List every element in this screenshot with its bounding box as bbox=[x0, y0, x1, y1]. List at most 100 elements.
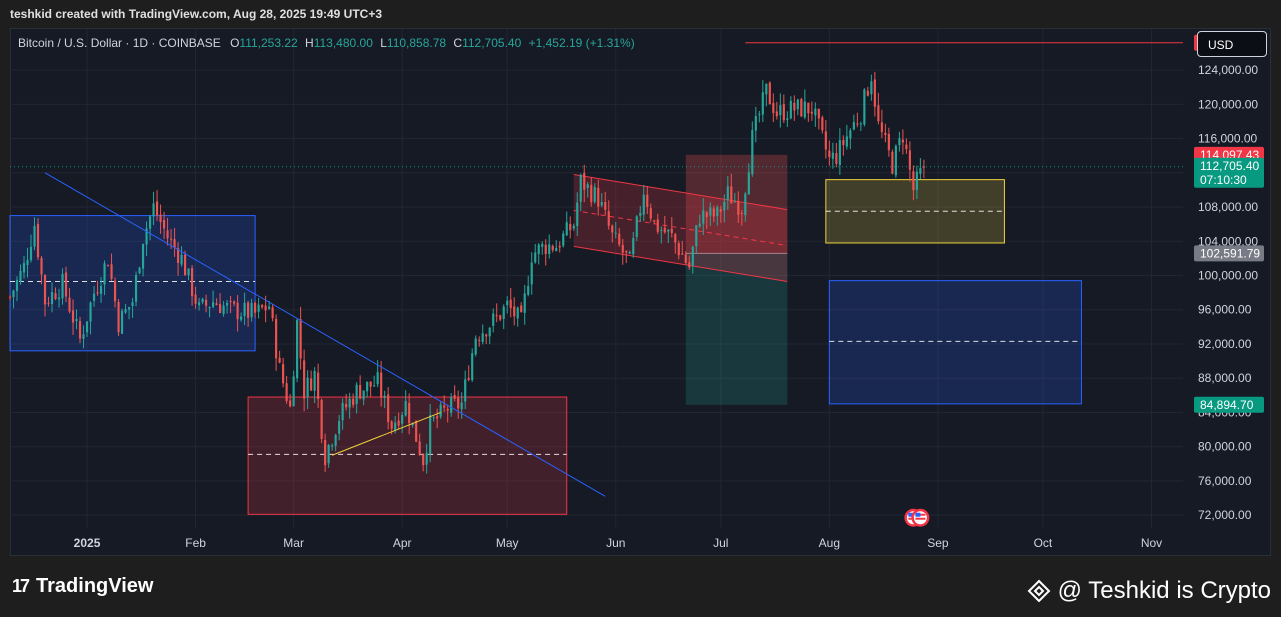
candle bbox=[586, 184, 589, 188]
candle bbox=[551, 245, 554, 251]
candle bbox=[569, 223, 572, 231]
candle bbox=[131, 302, 134, 306]
candle bbox=[688, 262, 691, 268]
candle bbox=[891, 151, 894, 174]
candle bbox=[134, 274, 138, 302]
candle bbox=[716, 207, 719, 217]
candle bbox=[369, 381, 372, 387]
candle bbox=[460, 402, 463, 410]
channel-top-line bbox=[573, 174, 788, 211]
x-tick-label: Oct bbox=[1034, 536, 1053, 550]
candle bbox=[464, 379, 467, 402]
candle bbox=[68, 297, 71, 312]
candle bbox=[219, 304, 222, 313]
price-label-text: 112,705.40 bbox=[1200, 159, 1259, 173]
currency-selector[interactable]: USD bbox=[1197, 31, 1267, 57]
x-tick-label: Jul bbox=[713, 536, 728, 550]
candle bbox=[544, 244, 547, 255]
symbol-legend[interactable]: Bitcoin / U.S. Dollar · 1D · COINBASE O1… bbox=[18, 36, 635, 50]
candle bbox=[723, 201, 726, 211]
candle bbox=[201, 298, 204, 303]
price-label-box bbox=[1194, 157, 1264, 188]
candle bbox=[345, 403, 348, 408]
candle bbox=[828, 150, 831, 158]
candle bbox=[103, 263, 106, 285]
candle bbox=[380, 372, 383, 398]
candle bbox=[415, 420, 418, 442]
candle bbox=[471, 353, 474, 381]
candle bbox=[296, 319, 299, 379]
candle bbox=[429, 415, 432, 454]
y-tick-label: 92,000.00 bbox=[1198, 337, 1252, 351]
price-labels: 127,186.74114,097.43112,705.4007:10:3010… bbox=[1194, 34, 1264, 413]
candle bbox=[789, 100, 792, 119]
candle bbox=[331, 445, 334, 447]
candle bbox=[635, 216, 638, 237]
symbol-name[interactable]: Bitcoin / U.S. Dollar · 1D · COINBASE bbox=[18, 36, 221, 50]
candle bbox=[233, 301, 236, 304]
candle bbox=[695, 225, 698, 247]
candle bbox=[894, 145, 897, 176]
candle bbox=[261, 305, 264, 308]
us-flag-canton bbox=[915, 512, 921, 517]
candle bbox=[310, 378, 313, 391]
candle bbox=[516, 307, 519, 319]
candle bbox=[810, 111, 813, 114]
watermark-text: @ Teshkid is Crypto bbox=[1057, 577, 1271, 604]
candle bbox=[92, 293, 96, 301]
candle bbox=[148, 216, 152, 229]
candle bbox=[670, 228, 673, 233]
x-tick-label: May bbox=[496, 536, 519, 550]
candle bbox=[681, 253, 684, 255]
candle bbox=[698, 223, 701, 227]
candle bbox=[639, 212, 642, 216]
candle bbox=[772, 103, 775, 114]
price-label-box bbox=[1194, 396, 1264, 413]
candle bbox=[621, 244, 624, 253]
descending-trendline bbox=[44, 172, 606, 497]
candle bbox=[856, 123, 859, 125]
candle bbox=[110, 264, 113, 279]
candle bbox=[712, 208, 715, 217]
candle bbox=[817, 108, 820, 119]
close-label: C bbox=[453, 36, 463, 50]
candle bbox=[761, 92, 764, 115]
candle bbox=[782, 104, 785, 121]
candle bbox=[19, 270, 22, 282]
close-value: 112,705.40 bbox=[462, 36, 522, 50]
y-tick-label: 80,000.00 bbox=[1198, 440, 1252, 454]
candle bbox=[649, 208, 652, 219]
candle bbox=[842, 140, 845, 145]
candle bbox=[474, 338, 477, 355]
price-label-countdown: 07:10:30 bbox=[1200, 173, 1247, 187]
open-value: 111,253.22 bbox=[239, 36, 298, 50]
chart-pane[interactable] bbox=[10, 28, 1271, 556]
channel-bottom-line bbox=[573, 245, 788, 282]
candle bbox=[579, 174, 582, 202]
candle bbox=[901, 139, 904, 143]
low-label: L bbox=[380, 36, 387, 50]
blue-range-jan bbox=[9, 215, 256, 352]
candle bbox=[691, 246, 694, 266]
event-markers bbox=[904, 508, 930, 527]
candle bbox=[919, 167, 922, 174]
candle bbox=[457, 397, 460, 409]
candle bbox=[779, 105, 782, 116]
candle bbox=[387, 394, 390, 422]
candle bbox=[859, 123, 862, 125]
candle bbox=[117, 301, 120, 333]
candle bbox=[183, 254, 187, 276]
candle bbox=[632, 237, 635, 255]
candle bbox=[418, 441, 421, 455]
candle bbox=[628, 252, 631, 254]
open-label: O bbox=[230, 36, 240, 50]
y-tick-label: 72,000.00 bbox=[1198, 508, 1252, 522]
candle bbox=[730, 186, 733, 204]
y-tick-label: 76,000.00 bbox=[1198, 474, 1252, 488]
candle bbox=[611, 225, 614, 233]
tradingview-logo[interactable]: 17 TradingView bbox=[12, 575, 153, 598]
candle bbox=[222, 305, 225, 314]
candle bbox=[905, 144, 908, 150]
candle bbox=[390, 421, 393, 429]
